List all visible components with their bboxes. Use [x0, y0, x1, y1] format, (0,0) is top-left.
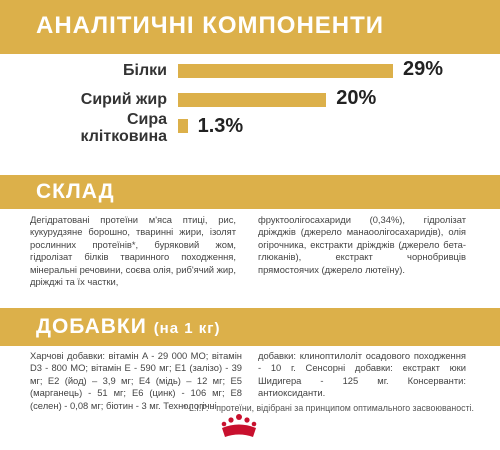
- analytics-title: АНАЛІТИЧНІ КОМПОНЕНТИ: [36, 12, 385, 39]
- additives-text-left: Харчові добавки: вітамін A - 29 000 МО; …: [30, 350, 242, 411]
- composition-text-left: Дегідратовані протеїни м'яса птиці, рис,…: [30, 214, 236, 288]
- composition-title: СКЛАД: [36, 180, 115, 203]
- nutrient-label-fat: Сирий жир: [80, 91, 167, 108]
- nutrient-label-fiber-line2: клітковина: [80, 128, 167, 145]
- additives-title-wrap: ДОБАВКИ (на 1 кг): [36, 315, 221, 339]
- additives-title: ДОБАВКИ: [36, 315, 147, 338]
- footnote: * L.I.P. - протеїни, відібрані за принци…: [183, 403, 474, 413]
- crown-logo-icon: [221, 414, 257, 437]
- composition-text-right: фруктоолігосахариди (0,34%), гідролізат …: [258, 214, 466, 275]
- nutrient-bar-fiber: [178, 119, 188, 133]
- additives-text-right: добавки: клиноптилоліт осадового походже…: [258, 350, 466, 399]
- nutrient-value-fat: 20%: [336, 87, 377, 109]
- nutrient-value-protein: 29%: [403, 58, 444, 80]
- additives-subtitle: (на 1 кг): [153, 320, 221, 337]
- additives-banner: ДОБАВКИ (на 1 кг): [0, 308, 500, 346]
- analytics-banner: АНАЛІТИЧНІ КОМПОНЕНТИ: [0, 0, 500, 54]
- nutrient-label-protein: Білки: [123, 62, 167, 79]
- nutrient-value-fiber: 1.3%: [197, 115, 244, 137]
- nutrient-label-fiber-line1: Сира: [126, 111, 167, 128]
- composition-banner: СКЛАД: [0, 175, 500, 209]
- nutrient-bar-fat: [178, 93, 327, 107]
- nutrient-label-fiber: Сира клітковина: [81, 111, 167, 145]
- nutrient-bar-protein: [178, 64, 393, 78]
